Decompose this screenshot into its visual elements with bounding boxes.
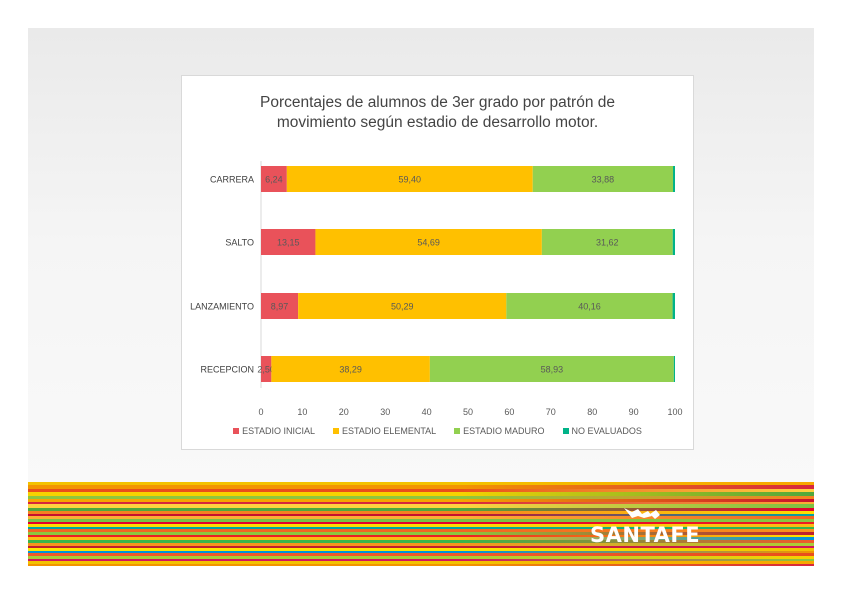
bar-salto-estadio-elemental xyxy=(315,229,542,255)
stripe xyxy=(28,482,814,485)
stripe xyxy=(28,522,814,524)
data-label-salto-1: 54,69 xyxy=(417,238,440,248)
stripe xyxy=(28,508,814,511)
data-label-carrera-1: 59,40 xyxy=(399,175,422,185)
stripe xyxy=(28,504,814,508)
stripe xyxy=(28,489,814,492)
x-tick-label-80: 80 xyxy=(587,407,597,417)
data-label-carrera-0: 6,24 xyxy=(265,175,283,185)
chart-title: Porcentajes de alumnos de 3er grado por … xyxy=(182,93,693,133)
bar-recepcion-estadio-inicial xyxy=(261,356,272,382)
bar-salto-estadio-maduro xyxy=(541,229,673,255)
bar-carrera-estadio-maduro xyxy=(532,166,674,192)
stripe xyxy=(28,524,814,527)
x-tick-label-70: 70 xyxy=(546,407,556,417)
stripe xyxy=(28,516,814,519)
bar-lanzamiento-estadio-elemental xyxy=(298,293,507,319)
santafe-logo: SANTAFE xyxy=(586,506,706,547)
legend-swatch xyxy=(562,428,569,434)
stripe xyxy=(28,548,814,551)
bar-recepcion-estadio-maduro xyxy=(429,356,674,382)
legend-swatch xyxy=(233,428,240,434)
stripe xyxy=(28,499,814,502)
chart-title-line-2: movimiento según estadio de desarrollo m… xyxy=(276,114,599,131)
data-label-recepcion-1: 38,29 xyxy=(339,365,362,375)
decorative-stripes xyxy=(28,482,814,566)
legend-label: NO EVALUADOS xyxy=(571,426,642,436)
legend-swatch xyxy=(454,428,461,434)
chart-legend: ESTADIO INICIAL ESTADIO ELEMENTAL ESTADIO … xyxy=(182,426,693,436)
stripe xyxy=(28,511,814,514)
bar-recepcion-no-evaluados xyxy=(673,356,675,382)
stripe xyxy=(28,535,814,537)
stacked-bar-chart: CARRERA 6,24 59,40 33,88 SALTO 13,15 54,69 31,6… xyxy=(190,161,683,417)
x-tick-label-10: 10 xyxy=(297,407,307,417)
category-label-carrera: CARRERA xyxy=(210,175,254,185)
logo-text: SANTAFE xyxy=(590,523,701,547)
stripe xyxy=(28,529,814,532)
stripe xyxy=(28,540,814,543)
stripe xyxy=(28,553,814,556)
bar-salto-estadio-inicial xyxy=(261,229,316,255)
stripe xyxy=(28,514,814,516)
chart-title-line-1: Porcentajes de alumnos de 3er grado por … xyxy=(259,94,615,111)
stripe xyxy=(28,519,814,522)
bar-lanzamiento-estadio-inicial xyxy=(261,293,299,319)
legend-swatch xyxy=(332,428,339,434)
stripe xyxy=(28,527,814,529)
legend-item-no-evaluados: NO EVALUADOS xyxy=(562,426,642,436)
stripe xyxy=(28,496,814,499)
data-label-lanzamiento-1: 50,29 xyxy=(391,302,414,312)
x-tick-label-50: 50 xyxy=(463,407,473,417)
data-label-recepcion-0: 2,50 xyxy=(257,365,275,375)
stripe xyxy=(28,502,814,504)
stripe xyxy=(28,492,814,496)
data-label-salto-0: 13,15 xyxy=(277,238,300,248)
stripe xyxy=(28,532,814,535)
stripe xyxy=(28,546,814,548)
bar-carrera-no-evaluados xyxy=(673,166,675,192)
legend-label: ESTADIO INICIAL xyxy=(242,426,315,436)
legend-label: ESTADIO MADURO xyxy=(463,426,545,436)
bar-carrera-estadio-elemental xyxy=(286,166,533,192)
stripe xyxy=(28,561,814,564)
logo-bird-icon xyxy=(624,508,660,519)
stripe xyxy=(28,559,814,561)
x-tick-label-90: 90 xyxy=(629,407,639,417)
chart-card: Porcentajes de alumnos de 3er grado por … xyxy=(181,75,694,450)
bar-lanzamiento-no-evaluados xyxy=(672,293,675,319)
stripe xyxy=(28,537,814,540)
legend-item-estadio-inicial: ESTADIO INICIAL xyxy=(233,426,315,436)
data-label-carrera-2: 33,88 xyxy=(592,175,615,185)
bar-salto-no-evaluados xyxy=(672,229,675,255)
x-tick-label-60: 60 xyxy=(504,407,514,417)
category-label-salto: SALTO xyxy=(225,238,254,248)
bar-lanzamiento-estadio-maduro xyxy=(506,293,673,319)
legend-item-estadio-maduro: ESTADIO MADURO xyxy=(454,426,545,436)
stripe xyxy=(28,485,814,489)
data-label-salto-2: 31,62 xyxy=(596,238,619,248)
category-label-recepcion: RECEPCION xyxy=(200,365,254,375)
legend-item-estadio-elemental: ESTADIO ELEMENTAL xyxy=(332,426,437,436)
bar-carrera-estadio-inicial xyxy=(261,166,287,192)
stripe xyxy=(28,556,814,559)
x-tick-label-0: 0 xyxy=(258,407,263,417)
stripe xyxy=(28,543,814,546)
x-tick-label-100: 100 xyxy=(667,407,682,417)
x-tick-label-30: 30 xyxy=(380,407,390,417)
category-label-lanzamiento: LANZAMIENTO xyxy=(190,302,254,312)
x-tick-label-40: 40 xyxy=(422,407,432,417)
stripe xyxy=(28,551,814,553)
x-tick-label-20: 20 xyxy=(339,407,349,417)
data-label-lanzamiento-2: 40,16 xyxy=(578,302,601,312)
bar-recepcion-estadio-elemental xyxy=(271,356,430,382)
legend-label: ESTADIO ELEMENTAL xyxy=(341,426,437,436)
data-label-lanzamiento-0: 8,97 xyxy=(271,302,289,312)
stripe xyxy=(28,564,814,566)
data-label-recepcion-2: 58,93 xyxy=(541,365,564,375)
